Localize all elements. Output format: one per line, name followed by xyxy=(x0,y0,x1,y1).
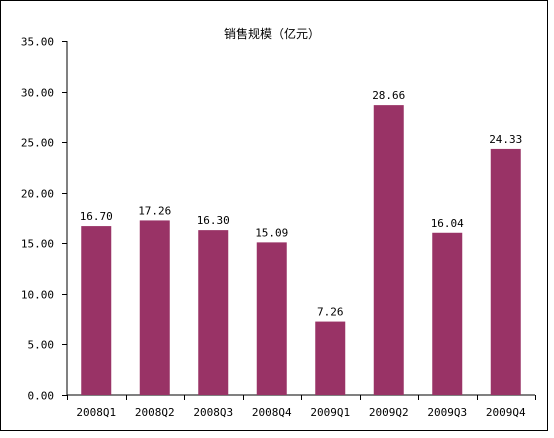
bar xyxy=(139,220,170,395)
y-tick-label: 0.00 xyxy=(28,390,55,403)
y-tick-label: 35.00 xyxy=(21,36,54,49)
x-tick-label: 2008Q3 xyxy=(193,406,233,419)
x-axis: 2008Q1 2008Q2 2008Q3 2008Q4 2009Q1 2009Q2 2009… xyxy=(67,394,536,419)
y-tick-label: 15.00 xyxy=(21,238,54,251)
y-tick-label: 25.00 xyxy=(21,137,54,150)
y-tick-label: 5.00 xyxy=(28,339,55,352)
data-label: 17.26 xyxy=(138,204,171,217)
bar xyxy=(315,321,346,395)
data-label: 16.04 xyxy=(431,217,464,230)
y-axis: 0.00 5.00 10.00 15.00 20.00 25.00 30.00 35.00 xyxy=(21,36,68,403)
x-tick-label: 2008Q4 xyxy=(252,406,292,419)
bar xyxy=(432,232,463,395)
x-tick-label: 2009Q3 xyxy=(427,406,467,419)
data-label: 16.70 xyxy=(80,210,113,223)
y-tick-label: 10.00 xyxy=(21,289,54,302)
bar xyxy=(198,230,229,395)
data-label: 15.09 xyxy=(255,226,288,239)
bar xyxy=(81,226,112,395)
x-tick-label: 2008Q1 xyxy=(76,406,116,419)
data-label: 24.33 xyxy=(489,133,522,146)
bar xyxy=(256,242,287,395)
data-labels: 16.70 17.26 16.30 15.09 7.26 28.66 16.04 24.33 xyxy=(80,89,523,318)
x-tick-label: 2009Q1 xyxy=(310,406,350,419)
bar xyxy=(490,148,521,395)
x-tick-label: 2009Q4 xyxy=(486,406,526,419)
x-tick-label: 2008Q2 xyxy=(135,406,175,419)
data-label: 28.66 xyxy=(372,89,405,102)
x-tick-label: 2009Q2 xyxy=(369,406,409,419)
bar xyxy=(373,105,404,395)
data-label: 16.30 xyxy=(197,214,230,227)
y-tick-label: 30.00 xyxy=(21,87,54,100)
chart-title: 销售规模（亿元） xyxy=(224,26,320,41)
bars xyxy=(81,105,521,395)
y-tick-label: 20.00 xyxy=(21,188,54,201)
data-label: 7.26 xyxy=(317,306,344,319)
